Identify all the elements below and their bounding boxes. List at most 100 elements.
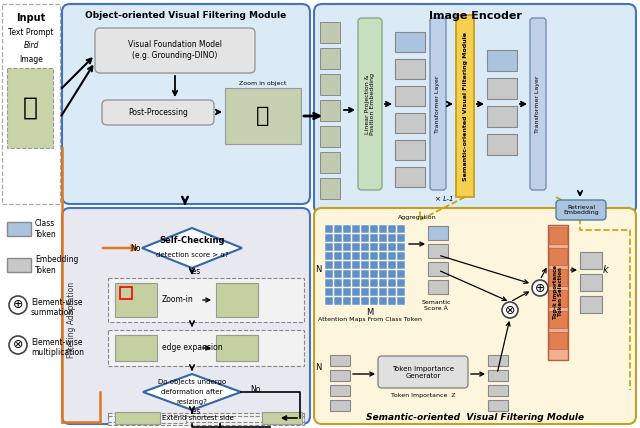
FancyBboxPatch shape xyxy=(530,18,546,190)
Bar xyxy=(325,243,333,251)
Bar xyxy=(397,270,405,278)
Text: Input: Input xyxy=(17,13,45,23)
Bar xyxy=(343,270,351,278)
Bar xyxy=(262,412,302,424)
Polygon shape xyxy=(142,228,242,268)
Bar xyxy=(334,261,342,269)
Bar xyxy=(388,261,396,269)
Text: ⊗: ⊗ xyxy=(13,339,23,351)
Text: Aggregation: Aggregation xyxy=(397,215,436,220)
Bar xyxy=(548,225,568,360)
Bar xyxy=(325,270,333,278)
Bar xyxy=(343,243,351,251)
Bar xyxy=(216,283,258,317)
Bar xyxy=(488,400,508,411)
Text: Bird: Bird xyxy=(23,41,38,50)
Bar xyxy=(395,140,425,160)
Bar xyxy=(320,178,340,199)
Bar xyxy=(334,297,342,305)
Bar xyxy=(395,86,425,106)
Bar xyxy=(580,252,602,269)
Bar xyxy=(379,297,387,305)
Bar xyxy=(549,227,567,244)
Bar xyxy=(379,243,387,251)
Bar xyxy=(343,279,351,287)
Bar xyxy=(370,252,378,260)
Bar xyxy=(456,15,474,197)
Bar xyxy=(115,412,160,424)
Bar xyxy=(334,252,342,260)
Circle shape xyxy=(9,336,27,354)
Bar xyxy=(325,279,333,287)
Bar xyxy=(7,258,31,272)
Bar xyxy=(488,385,508,396)
Bar xyxy=(352,270,360,278)
Text: Zoom-in: Zoom-in xyxy=(162,295,194,304)
Bar xyxy=(2,4,60,204)
FancyBboxPatch shape xyxy=(102,100,214,125)
Bar xyxy=(108,330,304,366)
Bar xyxy=(428,262,448,276)
Bar xyxy=(325,225,333,233)
Text: Image: Image xyxy=(19,55,43,64)
Bar xyxy=(370,288,378,296)
Bar xyxy=(388,234,396,242)
Bar xyxy=(361,270,369,278)
Text: Zoom in object: Zoom in object xyxy=(239,81,287,86)
Bar xyxy=(108,278,304,322)
Bar xyxy=(343,225,351,233)
Bar xyxy=(428,226,448,240)
Bar xyxy=(343,252,351,260)
Text: 🐦: 🐦 xyxy=(256,106,269,126)
Bar xyxy=(334,243,342,251)
Bar xyxy=(379,288,387,296)
Bar xyxy=(352,261,360,269)
Bar xyxy=(397,297,405,305)
Bar xyxy=(343,234,351,242)
Text: ⊕: ⊕ xyxy=(13,298,23,312)
Circle shape xyxy=(532,280,548,296)
Bar xyxy=(7,68,53,148)
Text: Retrieval
Embedding: Retrieval Embedding xyxy=(563,205,599,215)
Text: Transformer Layer: Transformer Layer xyxy=(435,75,440,133)
Bar xyxy=(487,78,517,99)
Bar xyxy=(580,296,602,313)
Bar xyxy=(488,370,508,381)
Text: Text Prompt: Text Prompt xyxy=(8,28,54,37)
Bar xyxy=(370,279,378,287)
Text: deformation after: deformation after xyxy=(161,389,223,395)
Text: N: N xyxy=(315,265,321,274)
Bar xyxy=(352,288,360,296)
Bar xyxy=(330,400,350,411)
Bar xyxy=(370,270,378,278)
Text: N: N xyxy=(315,363,321,372)
Bar xyxy=(343,288,351,296)
Bar xyxy=(7,222,31,236)
Bar xyxy=(379,225,387,233)
Bar xyxy=(343,261,351,269)
Text: Visual Foundation Model
(e.g. Grounding-DINO): Visual Foundation Model (e.g. Grounding-… xyxy=(128,40,222,59)
Text: Extend shortest side: Extend shortest side xyxy=(162,415,234,421)
Bar xyxy=(370,225,378,233)
Bar xyxy=(388,225,396,233)
Bar xyxy=(120,287,132,299)
Bar xyxy=(395,32,425,52)
Text: Yes: Yes xyxy=(189,407,201,416)
Text: Element-wise: Element-wise xyxy=(31,298,83,307)
FancyBboxPatch shape xyxy=(95,28,255,73)
Bar xyxy=(428,280,448,294)
FancyBboxPatch shape xyxy=(62,4,310,204)
Text: ⊕: ⊕ xyxy=(535,282,545,294)
Bar xyxy=(549,290,567,307)
Text: Attention Maps From Class Token: Attention Maps From Class Token xyxy=(318,317,422,322)
Bar xyxy=(388,288,396,296)
Text: Transformer Layer: Transformer Layer xyxy=(536,75,541,133)
Bar xyxy=(325,288,333,296)
Bar xyxy=(343,297,351,305)
Text: Class
Token: Class Token xyxy=(35,219,57,239)
Bar xyxy=(388,279,396,287)
Text: Yes: Yes xyxy=(189,268,201,276)
Bar xyxy=(334,234,342,242)
Bar xyxy=(330,355,350,366)
Bar xyxy=(334,225,342,233)
